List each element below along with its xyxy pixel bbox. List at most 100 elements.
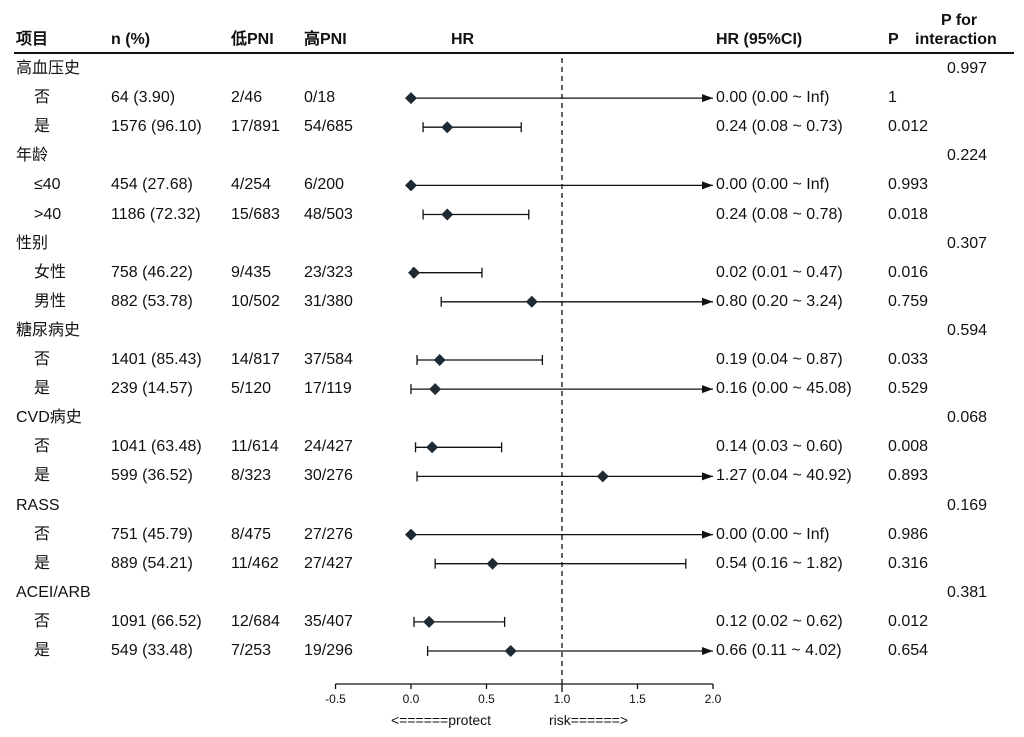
row-label: 是 [34, 554, 51, 572]
row-hr-ci: 0.12 (0.02 ~ 0.62) [716, 612, 843, 630]
risk-direction-label: risk======> [549, 712, 629, 728]
row-hr-ci: 0.02 (0.01 ~ 0.47) [716, 263, 843, 281]
row-p: 0.654 [888, 642, 929, 659]
group-p-interaction: 0.224 [947, 147, 988, 165]
hr-point-marker [405, 92, 417, 105]
header-low-pni: 低PNI [231, 31, 274, 48]
row-hr-ci: 0.24 (0.08 ~ 0.73) [716, 118, 843, 136]
row-hr-ci: 0.19 (0.04 ~ 0.87) [716, 351, 843, 368]
row-label: 是 [34, 467, 51, 485]
header-p: P [888, 31, 899, 48]
row-n: 1041 (63.48) [111, 438, 202, 456]
header-p-interaction-line1: P for [941, 12, 978, 29]
row-hr-ci: 0.16 (0.00 ~ 45.08) [716, 380, 852, 398]
row-high-pni: 48/503 [304, 205, 353, 223]
hr-point-marker [433, 354, 446, 366]
row-p: 0.529 [888, 380, 929, 398]
x-axis-tick-label: 1.5 [629, 692, 646, 706]
group-label: ACEI/ARB [16, 583, 91, 601]
row-label: 否 [34, 438, 51, 456]
x-axis-tick-label: 0.5 [478, 692, 495, 706]
x-axis-tick-label: -0.5 [325, 692, 346, 706]
header-hr: HR [451, 31, 475, 48]
header-separator [14, 52, 1014, 54]
row-n: 882 (53.78) [111, 292, 193, 310]
row-high-pni: 37/584 [304, 351, 353, 368]
row-n: 1576 (96.10) [111, 118, 202, 136]
row-n: 599 (36.52) [111, 467, 193, 485]
row-p: 1 [888, 89, 897, 107]
row-high-pni: 24/427 [304, 438, 353, 456]
ci-arrow [702, 385, 713, 394]
row-high-pni: 19/296 [304, 642, 353, 659]
row-n: 1186 (72.32) [111, 205, 201, 223]
row-low-pni: 10/502 [231, 292, 280, 310]
row-low-pni: 17/891 [231, 118, 280, 136]
group-label: 高血压史 [16, 60, 81, 77]
hr-point-marker [426, 441, 439, 454]
row-low-pni: 2/46 [231, 89, 263, 107]
row-low-pni: 14/817 [231, 351, 280, 368]
row-p: 0.012 [888, 118, 929, 136]
row-p: 0.759 [888, 292, 929, 310]
row-high-pni: 27/427 [304, 554, 353, 572]
row-hr-ci: 0.00 (0.00 ~ Inf) [716, 176, 830, 194]
ci-arrow [702, 472, 713, 481]
row-p: 0.893 [888, 467, 929, 485]
row-hr-ci: 0.54 (0.16 ~ 1.82) [716, 554, 843, 572]
row-p: 0.016 [888, 263, 929, 281]
row-low-pni: 8/323 [231, 467, 272, 485]
ci-arrow [702, 530, 713, 539]
hr-point-marker [423, 615, 436, 628]
row-low-pni: 8/475 [231, 525, 272, 543]
row-hr-ci: 0.24 (0.08 ~ 0.78) [716, 205, 843, 223]
hr-point-marker [441, 121, 454, 134]
row-high-pni: 35/407 [304, 612, 353, 630]
x-axis-tick-label: 0.0 [402, 692, 420, 706]
row-n: 239 (14.57) [111, 380, 193, 398]
row-p: 0.018 [888, 205, 929, 223]
group-label: 年龄 [16, 147, 49, 165]
row-high-pni: 0/18 [304, 89, 336, 107]
group-p-interaction: 0.381 [947, 583, 988, 601]
group-label: 糖尿病史 [16, 321, 81, 339]
row-high-pni: 54/685 [304, 118, 353, 136]
row-p: 0.012 [888, 612, 929, 630]
row-label: 否 [34, 612, 51, 630]
hr-point-marker [441, 208, 454, 221]
x-axis-tick-label: 1.0 [553, 692, 571, 706]
group-label: 性别 [16, 234, 49, 252]
row-label: 是 [34, 380, 51, 398]
row-hr-ci: 0.80 (0.20 ~ 3.24) [716, 292, 843, 310]
hr-point-marker [504, 645, 517, 657]
hr-point-marker [408, 266, 421, 279]
x-axis-tick-label: 2.0 [704, 692, 722, 706]
row-label: ≤40 [34, 176, 61, 194]
group-p-interaction: 0.068 [947, 409, 988, 427]
protect-direction-label: <======protect [391, 712, 492, 728]
row-n: 1401 (85.43) [111, 351, 202, 368]
row-hr-ci: 0.00 (0.00 ~ Inf) [716, 89, 830, 107]
row-hr-ci: 1.27 (0.04 ~ 40.92) [716, 467, 852, 485]
row-n: 751 (45.79) [111, 525, 193, 543]
row-high-pni: 31/380 [304, 292, 353, 310]
row-label: 是 [34, 118, 51, 136]
header-item: 项目 [16, 31, 49, 48]
group-label: RASS [16, 496, 60, 514]
row-label: 是 [34, 642, 51, 659]
row-high-pni: 17/119 [304, 380, 352, 398]
row-label: 男性 [34, 292, 67, 310]
hr-point-marker [596, 470, 609, 483]
group-p-interaction: 0.307 [947, 234, 988, 252]
row-high-pni: 30/276 [304, 467, 353, 485]
hr-point-marker [525, 295, 538, 308]
row-low-pni: 12/684 [231, 612, 280, 630]
header-n: n (%) [111, 31, 151, 48]
row-label: >40 [34, 205, 62, 223]
row-p: 0.033 [888, 351, 929, 368]
row-n: 64 (3.90) [111, 89, 176, 107]
row-high-pni: 27/276 [304, 525, 353, 543]
row-low-pni: 15/683 [231, 205, 280, 223]
row-low-pni: 7/253 [231, 642, 272, 659]
